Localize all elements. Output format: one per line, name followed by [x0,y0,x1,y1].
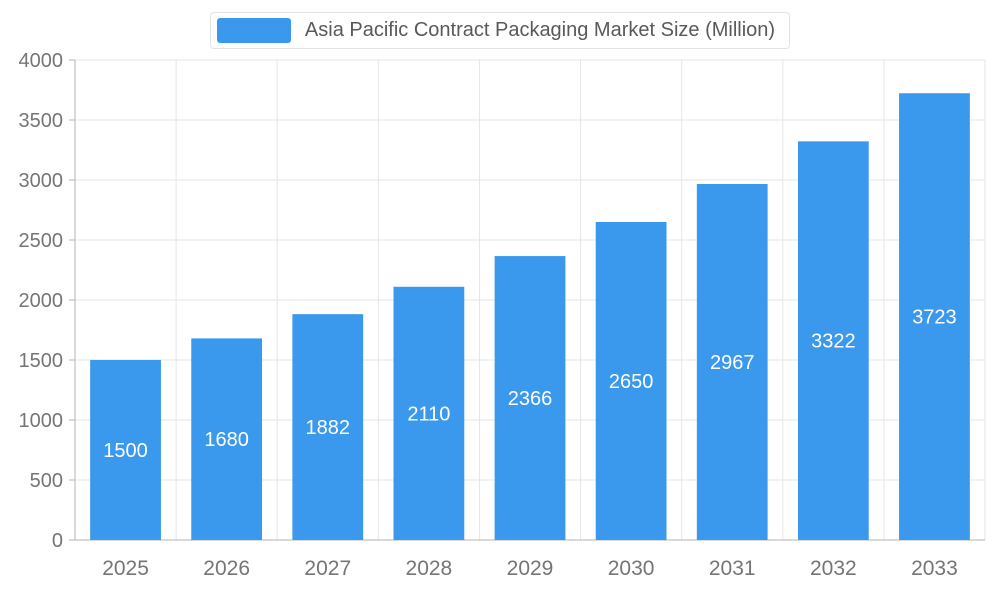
x-axis-label: 2029 [507,557,554,580]
bar-value-label: 2366 [508,388,553,410]
x-axis-label: 2030 [608,557,655,580]
y-axis-label: 2500 [19,230,64,252]
bar-value-label: 3322 [811,331,856,353]
bar[interactable] [393,286,465,540]
bar[interactable] [595,222,667,540]
legend: Asia Pacific Contract Packaging Market S… [0,12,1000,49]
bar-value-label: 1882 [306,417,351,439]
y-axis-label: 2000 [19,290,64,312]
bar[interactable] [191,338,263,540]
x-axis-label: 2028 [406,557,453,580]
x-axis-label: 2032 [810,557,857,580]
bar[interactable] [494,256,566,540]
bar[interactable] [696,183,768,540]
x-axis-label: 2033 [911,557,958,580]
y-axis-label: 3500 [19,110,64,132]
y-axis-label: 3000 [19,170,64,192]
bar[interactable] [899,93,970,541]
bar-value-label: 2650 [609,371,654,393]
bar-value-label: 1680 [204,429,249,451]
x-axis-label: 2025 [102,557,149,580]
legend-swatch-icon [216,18,291,43]
y-axis-label: 1500 [19,350,64,372]
y-axis-label: 500 [30,470,63,492]
bar-value-label: 3723 [912,307,957,329]
bar[interactable] [292,314,364,540]
bar-value-label: 1500 [103,440,148,462]
x-axis-label: 2031 [709,557,756,580]
bar[interactable] [797,141,869,541]
y-axis-label: 0 [52,530,63,552]
x-axis-label: 2026 [203,557,250,580]
y-axis-label: 4000 [19,50,64,72]
y-axis-label: 1000 [19,410,64,432]
legend-label: Asia Pacific Contract Packaging Market S… [304,19,776,41]
bar-value-label: 2110 [407,403,450,425]
bar-value-label: 2967 [710,352,755,374]
x-axis-label: 2027 [304,557,351,580]
legend-item[interactable]: Asia Pacific Contract Packaging Market S… [209,12,791,49]
bar[interactable] [90,360,161,540]
